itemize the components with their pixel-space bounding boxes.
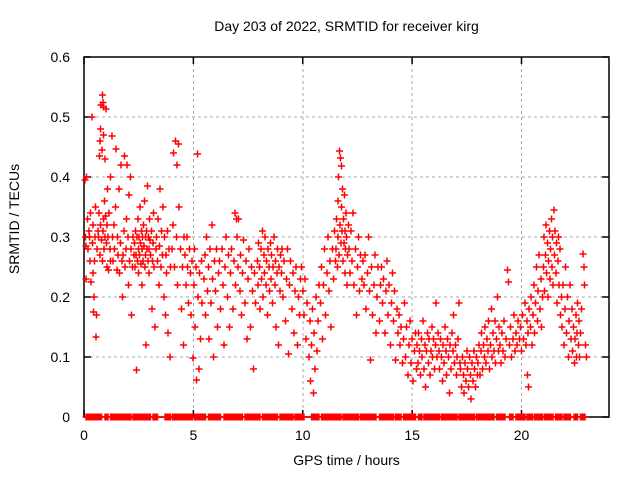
y-tick-label: 0.1 bbox=[50, 349, 70, 365]
grid-lines bbox=[84, 57, 609, 417]
x-tick-label: 0 bbox=[80, 427, 88, 443]
x-tick-label: 20 bbox=[513, 427, 530, 443]
y-tick-label: 0.4 bbox=[50, 169, 70, 185]
x-axis-label: GPS time / hours bbox=[293, 452, 400, 468]
scatter-points bbox=[81, 91, 590, 421]
chart-title: Day 203 of 2022, SRMTID for receiver kir… bbox=[214, 18, 479, 34]
y-tick-label: 0.2 bbox=[50, 289, 70, 305]
y-tick-label: 0.6 bbox=[50, 49, 70, 65]
y-tick-label: 0.3 bbox=[50, 229, 70, 245]
x-tick-label: 10 bbox=[294, 427, 311, 443]
x-tick-label: 5 bbox=[189, 427, 198, 443]
y-tick-label: 0.5 bbox=[50, 109, 70, 125]
y-tick-label: 0 bbox=[62, 409, 70, 425]
x-tick-label: 15 bbox=[404, 427, 420, 443]
